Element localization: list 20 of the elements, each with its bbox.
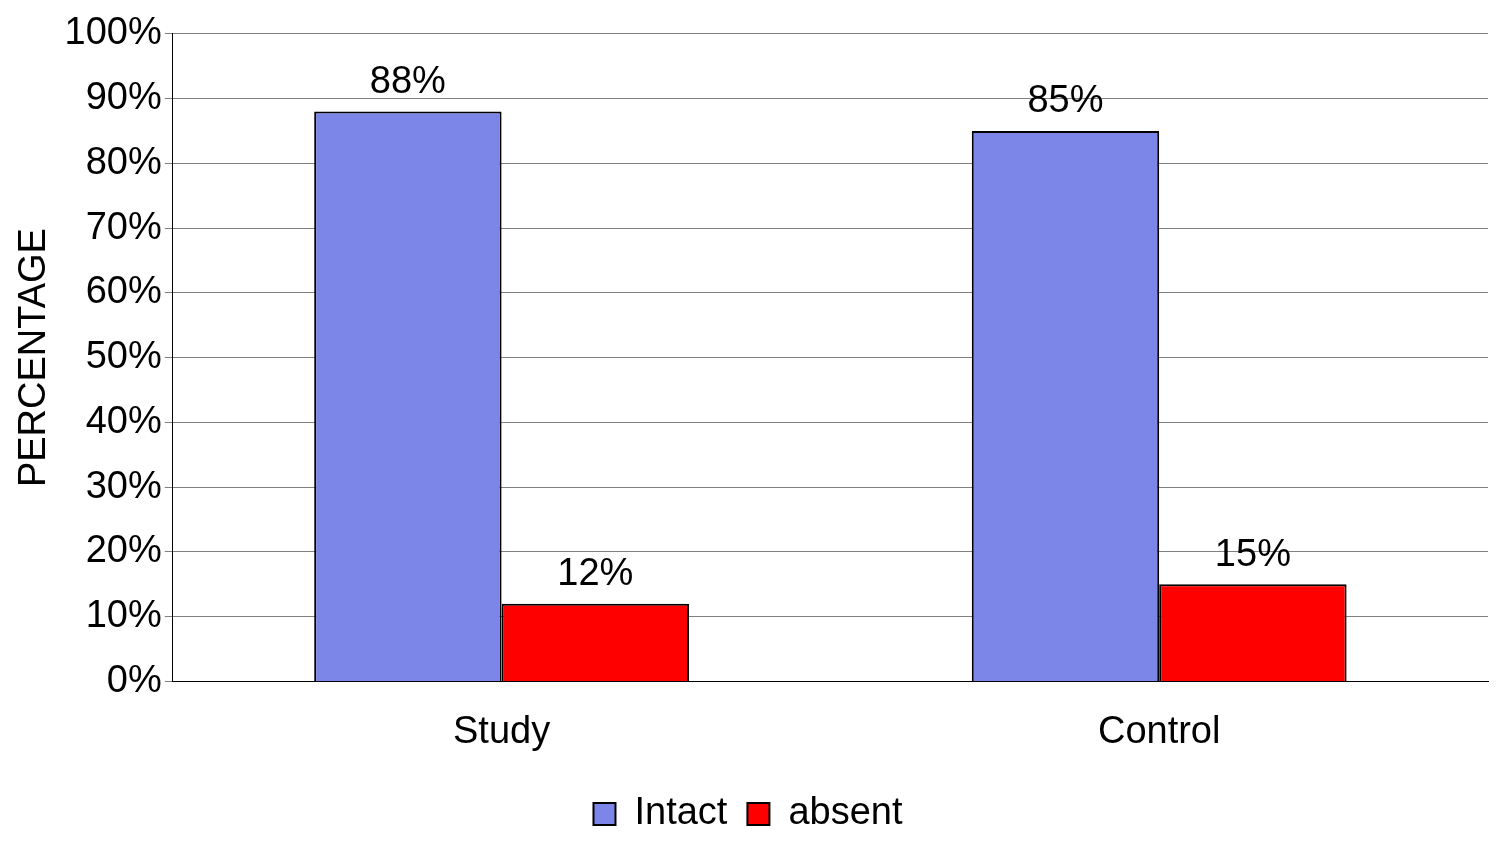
data-label: 15%	[1214, 531, 1291, 574]
data-label: 88%	[369, 59, 446, 101]
legend-label: absent	[788, 790, 903, 833]
y-tick-label: 20%	[85, 528, 162, 571]
y-tick-label: 30%	[85, 463, 162, 506]
y-axis-title: PERCENTAGE	[11, 228, 54, 488]
x-tick-label: Control	[1097, 708, 1221, 751]
y-tick-label: 40%	[85, 398, 162, 441]
y-tick-label: 0%	[106, 657, 162, 700]
y-tick-label: 80%	[85, 139, 162, 182]
y-tick-label: 10%	[85, 593, 162, 636]
y-tick-label: 50%	[85, 334, 162, 377]
y-tick-label: 70%	[85, 204, 162, 247]
y-tick-label: 90%	[85, 75, 162, 118]
y-tick-label: 100%	[64, 10, 162, 53]
x-tick-label: Study	[453, 708, 551, 751]
legend-label: Intact	[634, 790, 728, 833]
data-label: 85%	[1027, 78, 1104, 121]
data-label: 12%	[557, 551, 634, 594]
y-tick-label: 60%	[85, 269, 162, 312]
